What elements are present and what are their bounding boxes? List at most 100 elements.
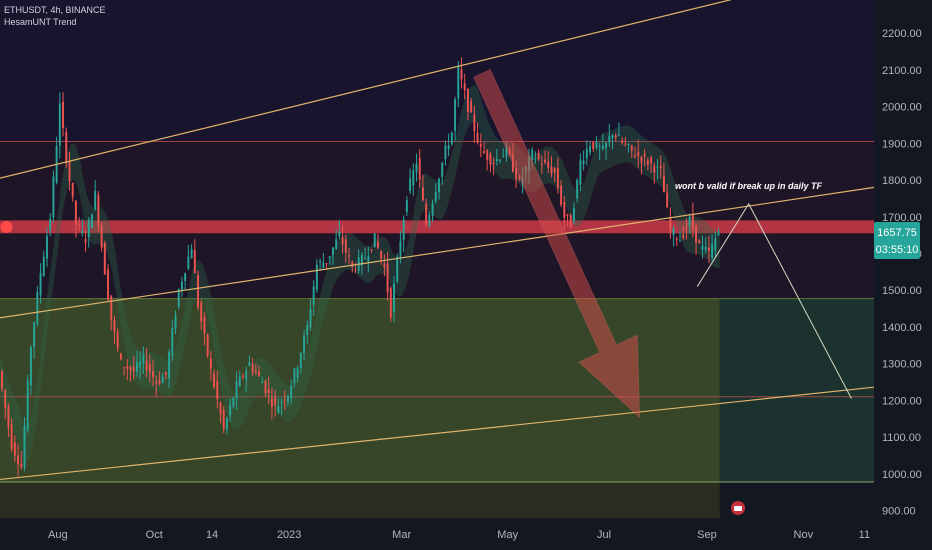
candle-body (373, 233, 376, 248)
time-tick-label: 11 (859, 529, 870, 541)
candle-body (698, 240, 701, 244)
candle-body (672, 228, 675, 235)
candle-body (560, 186, 563, 205)
candle-body (309, 308, 312, 328)
candle-body (7, 406, 10, 428)
candle-body (341, 237, 344, 245)
forecast-path (696, 202, 852, 399)
candle-body (348, 255, 350, 257)
candle-body (206, 334, 209, 356)
candle-body (476, 133, 479, 143)
candle-body (608, 135, 611, 143)
price-tick-label: 1500.00 (882, 285, 922, 297)
candle-body (389, 287, 392, 318)
candle-body (367, 256, 370, 262)
candle-body (463, 83, 466, 91)
candle-body (470, 101, 473, 113)
candle-body (360, 254, 363, 266)
price-tick-label: 900.00 (882, 506, 916, 518)
candle-body (704, 246, 707, 251)
candle-body (553, 167, 556, 173)
candle-body (58, 103, 61, 146)
candle-body (113, 320, 116, 332)
alert-icon (734, 506, 742, 511)
candle-body (701, 245, 704, 250)
candle-body (161, 376, 164, 383)
symbol-info[interactable]: ETHUSDT, 4h, BINANCE (4, 5, 106, 15)
candle-body (242, 375, 244, 377)
indicator-name[interactable]: HesamUNT Trend (4, 17, 77, 27)
candle-body (229, 405, 232, 416)
candle-body (598, 146, 601, 148)
candle-body (87, 220, 90, 238)
candle-body (585, 148, 588, 159)
candle-body (116, 331, 119, 348)
candle-body (499, 160, 502, 162)
candle-body (630, 145, 633, 151)
candle-body (617, 135, 620, 137)
candle-body (454, 99, 457, 131)
candle-body (621, 140, 624, 143)
candle-body (216, 381, 219, 400)
candle-body (1, 371, 3, 389)
candle-body (412, 170, 415, 186)
candle-body (184, 273, 187, 282)
candle-body (563, 202, 566, 218)
candle-body (248, 362, 251, 366)
candle-body (405, 200, 408, 212)
candle-body (78, 224, 81, 226)
candle-body (438, 178, 440, 193)
candle-body (409, 178, 412, 192)
candle-body (283, 399, 286, 401)
candle-body (492, 163, 495, 165)
price-tick-label: 1700.00 (882, 212, 922, 224)
candle-body (174, 314, 177, 329)
candle-body (325, 263, 328, 265)
time-axis[interactable]: Aug Oct 14 2023 Mar May Jul Sep Nov 11 (48, 529, 870, 541)
candle-body (71, 182, 74, 198)
resistance-zone (0, 220, 874, 234)
candle-body (431, 203, 434, 216)
candle-body (364, 258, 367, 260)
candle-body (74, 201, 77, 225)
candle-body (582, 160, 585, 165)
candle-body (148, 363, 151, 373)
candle-body (380, 251, 383, 259)
price-tick-label: 2000.00 (882, 102, 922, 114)
candle-body (158, 380, 161, 384)
candle-body (466, 89, 469, 112)
candle-body (441, 162, 444, 178)
candle-body (338, 231, 341, 237)
candle-body (659, 166, 662, 169)
upper-shade (0, 0, 874, 142)
time-tick-label: 14 (206, 529, 218, 541)
candle-body (235, 381, 238, 399)
candle-body (691, 215, 694, 230)
candle-body (685, 227, 688, 229)
candle-body (460, 68, 463, 80)
price-tag-countdown: 03:55:10 (876, 244, 919, 256)
price-axis[interactable]: 2200.00 2100.00 2000.00 1900.00 1800.00 1700.… (882, 28, 922, 518)
channel-upper-line (0, 0, 733, 179)
candle-body (81, 230, 84, 234)
chart-legend[interactable]: ETHUSDT, 4h, BINANCE HesamUNT Trend (4, 4, 106, 28)
candle-body (84, 239, 87, 243)
candle-body (688, 216, 691, 227)
candle-body (203, 317, 206, 334)
time-tick-label: May (497, 529, 518, 541)
alert-marker[interactable] (731, 501, 745, 515)
candle-body (306, 325, 309, 335)
candle-body (168, 351, 171, 379)
candle-body (402, 219, 405, 241)
candle-body (126, 366, 129, 369)
price-tag-bg (874, 222, 920, 259)
candle-body (258, 371, 261, 376)
candle-body (717, 232, 720, 236)
candle-body (200, 302, 203, 322)
lower-zone (0, 481, 720, 518)
time-tick-label: Nov (794, 529, 814, 541)
candle-body (219, 402, 222, 415)
candle-body (135, 362, 138, 372)
